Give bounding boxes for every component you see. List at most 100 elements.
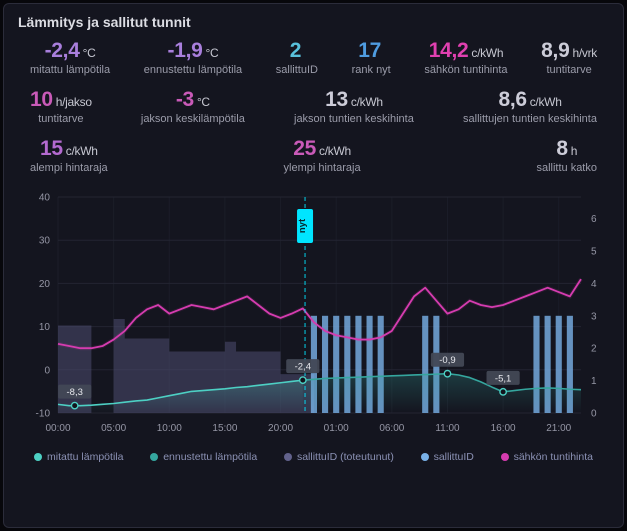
stat-value: 10 [30, 88, 53, 112]
stat-sahkon-tuntihinta: 14,2 c/kWh sähkön tuntihinta [424, 39, 508, 77]
right-axis-label: 2 [591, 344, 597, 355]
stat-unit: c/kWh [65, 144, 98, 159]
x-axis-label: 10:00 [157, 423, 182, 434]
planned-bar [355, 315, 362, 414]
x-axis-label: 15:00 [212, 423, 237, 434]
right-axis-label: 0 [591, 409, 597, 420]
stat-ennustettu-lampotila: -1,9 °C ennustettu lämpötila [143, 39, 243, 77]
stat-value-line: 14,2 c/kWh [424, 39, 507, 62]
stat-unit: °C [205, 46, 219, 60]
left-axis-label: 40 [39, 193, 51, 204]
point-label-box [486, 370, 520, 385]
point-label-box [286, 359, 320, 374]
stat-label: sähkön tuntihinta [424, 64, 508, 77]
planned-bar [555, 315, 562, 414]
chart-legend: mitattu lämpötila ennustettu lämpötila s… [16, 451, 611, 463]
legend-item-ennustettu[interactable]: ennustettu lämpötila [150, 451, 257, 463]
stat-value-line: 2 [276, 39, 318, 62]
now-annotation-label: nyt [297, 218, 308, 233]
left-axis-label: 10 [39, 322, 51, 333]
legend-label: mitattu lämpötila [47, 451, 124, 464]
legend-item-sallittuid[interactable]: sallittuID [420, 451, 474, 464]
legend-item-sahkon-tuntihinta[interactable]: sähkön tuntihinta [500, 451, 593, 464]
stat-value: 25 [293, 137, 317, 161]
time-series-chart[interactable]: -10 0 10 20 30 40 0 1 2 3 4 5 6 00:00 05:00 10:00 15:00 2… [16, 187, 611, 450]
stat-label: alempi hintaraja [30, 162, 108, 175]
stat-tuntitarve-jakso: 10 h/jakso tuntitarve [30, 89, 92, 126]
legend-color-dot [283, 453, 292, 462]
stat-label: sallittuID [275, 64, 318, 77]
stat-value-line: -2,4 °C [30, 39, 110, 62]
point-label-box [430, 352, 465, 367]
stat-jakson-tuntien-keskihinta: 13 c/kWh jakson tuntien keskihinta [294, 89, 414, 126]
x-axis-label: 06:00 [379, 423, 404, 434]
stats-row-2: 10 h/jakso tuntitarve -3 °C jakson keskilä… [16, 89, 611, 126]
left-axis-label: 30 [39, 236, 51, 247]
stat-value-line: 17 [352, 39, 391, 62]
legend-label: sähkön tuntihinta [513, 451, 593, 464]
stat-value: 8,6 [498, 88, 527, 112]
right-axis-label: 5 [591, 247, 597, 258]
stat-value: 15 [40, 137, 63, 161]
now-annotation-badge [297, 209, 314, 244]
left-axis-label: -10 [36, 409, 51, 420]
stat-jakson-keskilampotila: -3 °C jakson keskilämpötila [140, 89, 245, 126]
legend-color-dot [500, 453, 509, 462]
stat-value: 2 [289, 39, 302, 62]
stat-rank-nyt: 17 rank nyt [351, 39, 391, 77]
stat-label: ylempi hintaraja [283, 162, 361, 175]
stat-value-line: 25 c/kWh [284, 138, 361, 160]
stat-unit: c/kWh [529, 95, 562, 110]
planned-bar [366, 315, 373, 414]
stat-value: 13 [325, 88, 348, 112]
realized-step-area [58, 319, 581, 414]
stat-value: 14,2 [428, 39, 469, 62]
legend-label: sallittuID [433, 451, 474, 464]
planned-bar [377, 315, 384, 414]
stats-row-3: 15 c/kWh alempi hintaraja 25 c/kWh ylempi … [16, 137, 611, 175]
stat-unit: c/kWh [471, 46, 504, 60]
stat-label: ennustettu lämpötila [143, 64, 243, 77]
stat-value-line: 10 h/jakso [30, 89, 92, 111]
price-line [57, 278, 582, 350]
stat-label: sallittujen tuntien keskihinta [463, 113, 597, 126]
stat-mitattu-lampotila: -2,4 °C mitattu lämpötila [30, 39, 111, 77]
stat-sallittujen-tuntien-keskihinta: 8,6 c/kWh sallittujen tuntien keskihinta [463, 89, 597, 126]
stat-value: 17 [358, 39, 382, 62]
stat-value-line: 8,6 c/kWh [463, 89, 597, 111]
stat-value-line: 8,9 h/vrk [541, 39, 597, 62]
stat-value: -2,4 [44, 39, 80, 62]
legend-color-dot [150, 453, 159, 462]
stat-unit: c/kWh [350, 95, 383, 110]
planned-bar [333, 315, 340, 414]
stat-value-line: -1,9 °C [144, 39, 242, 62]
right-axis-label: 3 [591, 311, 597, 322]
x-axis-label: 01:00 [324, 423, 349, 434]
stat-label: mitattu lämpötila [30, 64, 111, 77]
legend-item-sallittuid-toteutunut[interactable]: sallittuID (toteutunut) [283, 451, 394, 464]
x-axis-label: 21:00 [546, 423, 571, 434]
stat-unit: °C [196, 95, 210, 110]
planned-bar [344, 315, 351, 414]
planned-bar [533, 315, 540, 414]
stat-label: sallittu katko [536, 162, 597, 175]
forecast-temp-line [302, 373, 582, 393]
stat-value-line: 13 c/kWh [294, 89, 414, 111]
left-axis-label: 0 [44, 365, 50, 376]
stat-label: tuntitarve [546, 64, 592, 77]
right-axis-label: 6 [591, 214, 597, 225]
legend-item-mitattu[interactable]: mitattu lämpötila [34, 451, 123, 463]
measured-temp-line [57, 379, 303, 407]
right-axis-label: 1 [591, 376, 597, 387]
stat-value: -1,9 [167, 39, 203, 62]
planned-bar [544, 315, 551, 414]
chart-canvas[interactable]: -10 0 10 20 30 40 0 1 2 3 4 5 6 00:00 05:00 10:00 15:00 2… [16, 187, 617, 445]
x-axis-label: 00:00 [45, 423, 70, 434]
point-marker [70, 401, 79, 410]
panel-title[interactable]: Lämmitys ja sallitut tunnit [18, 14, 191, 30]
stat-label: rank nyt [351, 64, 391, 77]
legend-label: sallittuID (toteutunut) [296, 451, 394, 464]
stat-label: jakson keskilämpötila [140, 113, 245, 126]
point-label-box [58, 384, 92, 399]
